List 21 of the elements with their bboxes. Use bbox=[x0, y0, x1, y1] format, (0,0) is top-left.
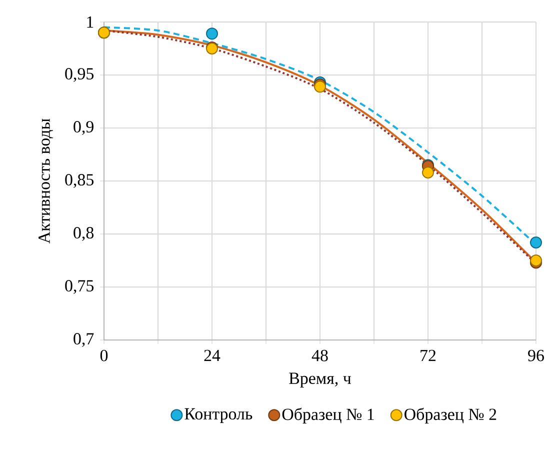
x-tick-label: 0 bbox=[100, 350, 108, 362]
y-tick-label: 0,8 bbox=[74, 227, 94, 241]
x-tick-label: 48 bbox=[312, 350, 328, 362]
y-tick-label: 0,85 bbox=[65, 174, 94, 188]
point bbox=[530, 236, 542, 248]
y-tick-label: 0,75 bbox=[65, 280, 94, 294]
y-tick-label: 1 bbox=[87, 16, 94, 28]
legend-label: Образец № 1 bbox=[282, 408, 374, 424]
point bbox=[422, 166, 434, 179]
point bbox=[206, 28, 218, 40]
legend-label: Образец № 2 bbox=[404, 408, 496, 424]
x-tick-label: 96 bbox=[528, 350, 544, 362]
y-tick-label: 0,95 bbox=[65, 68, 94, 82]
x-tick-label: 72 bbox=[420, 350, 436, 362]
y-tick-label: 0,7 bbox=[74, 333, 94, 347]
y-tick-label: 0,9 bbox=[74, 121, 94, 135]
point bbox=[530, 254, 542, 266]
x-axis-title: Время, ч bbox=[289, 372, 351, 388]
x-tick-label: 24 bbox=[204, 350, 220, 362]
y-axis-title: Активность воды bbox=[38, 118, 54, 244]
legend-label: Контроль bbox=[184, 408, 252, 423]
